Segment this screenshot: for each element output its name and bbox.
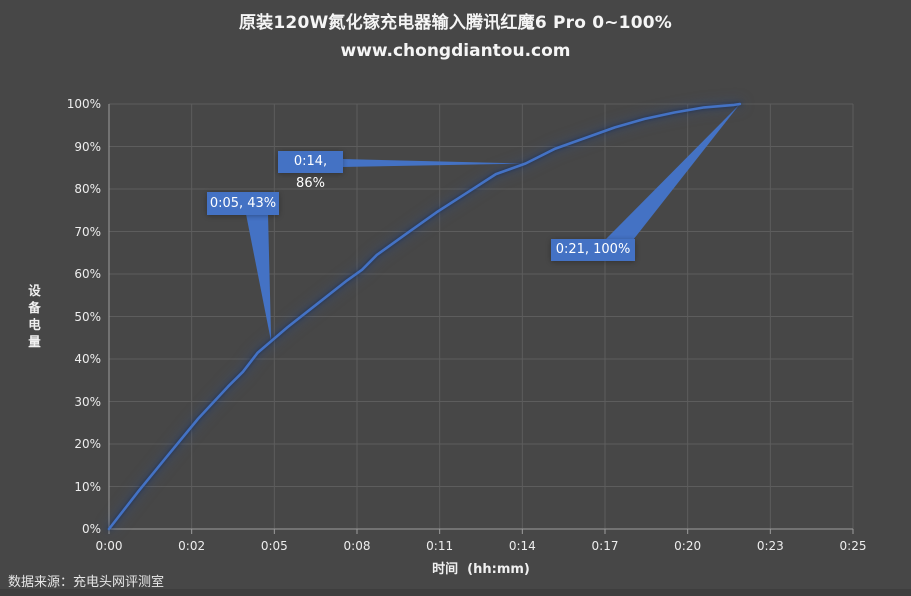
callout-pointer [246, 214, 272, 342]
y-tick-label: 40% [74, 352, 101, 366]
y-tick-label: 50% [74, 309, 101, 324]
x-tick-label: 0:05 [260, 539, 288, 553]
bottom-edge-strip [0, 589, 911, 596]
y-tick-label: 30% [74, 394, 101, 409]
x-tick-label: 0:11 [426, 539, 454, 553]
y-tick-label: 70% [74, 224, 101, 239]
y-tick-label: 20% [74, 437, 101, 451]
annotation-callout: 0:05, 43% [207, 192, 279, 215]
charge-curve-line [107, 102, 742, 531]
chart-subtitle: www.chongdiantou.com [340, 41, 571, 61]
annotation-callout: 0:21, 100% [551, 239, 635, 261]
x-tick-label: 0:20 [674, 539, 702, 553]
callout-pointer [605, 104, 740, 240]
data-source-note: 数据来源：充电头网评测室 [8, 575, 165, 590]
x-tick-label: 0:14 [508, 539, 536, 553]
y-tick-label: 90% [74, 139, 101, 154]
y-tick-label: 80% [74, 182, 101, 196]
y-tick-label: 10% [74, 479, 101, 494]
callout-pointer [342, 159, 526, 167]
y-tick-label: 0% [81, 522, 101, 536]
chart-title: 原装120W氮化镓充电器输入腾讯红魔6 Pro 0~100% [238, 13, 673, 33]
x-tick-label: 0:23 [756, 539, 784, 553]
x-tick-label: 0:00 [95, 539, 123, 553]
y-tick-label: 60% [74, 267, 101, 281]
y-tick-label: 100% [66, 97, 101, 111]
x-tick-label: 0:02 [178, 539, 206, 553]
x-tick-label: 0:08 [343, 539, 371, 553]
x-axis-title: 时间 (hh:mm) [432, 562, 530, 577]
annotation-callout: 0:14, 86% [278, 151, 343, 191]
x-tick-label: 0:25 [839, 539, 867, 553]
x-tick-label: 0:17 [591, 539, 619, 553]
y-axis-title: 设备电量 [28, 283, 41, 349]
